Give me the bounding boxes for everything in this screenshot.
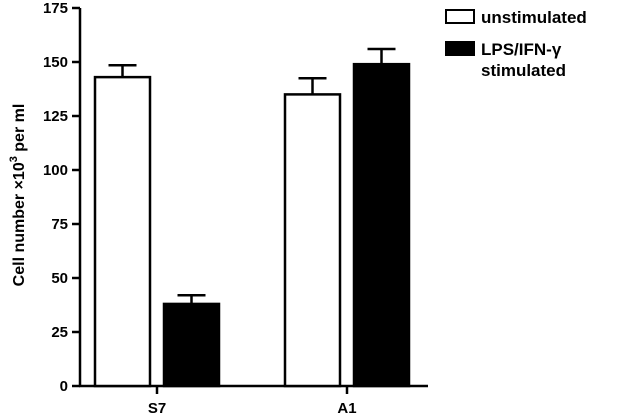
y-tick-label: 150 — [43, 54, 68, 71]
y-tick-label: 75 — [51, 216, 68, 233]
bar — [93, 75, 152, 388]
legend-swatch — [445, 41, 475, 56]
bar — [283, 93, 342, 388]
y-axis-title: Cell number ×103 per ml — [8, 104, 28, 287]
y-tick-label: 125 — [43, 108, 68, 125]
x-axis: S7 A1 — [79, 384, 428, 417]
legend: unstimulated LPS/IFN-γ stimulated — [445, 8, 587, 80]
legend-label: LPS/IFN-γ — [481, 40, 562, 59]
y-tick-label: 25 — [51, 324, 68, 341]
bars — [93, 47, 411, 388]
y-axis: 0 25 50 75 100 125 150 175 — [43, 0, 82, 395]
x-tick-label: S7 — [148, 400, 166, 417]
y-tick-label: 0 — [60, 378, 68, 395]
legend-swatch — [445, 9, 475, 24]
bar — [162, 302, 221, 388]
y-tick-label: 175 — [43, 0, 68, 17]
legend-label: unstimulated — [481, 8, 587, 27]
y-tick-label: 100 — [43, 162, 68, 179]
bar — [352, 62, 411, 388]
x-tick-label: A1 — [337, 400, 356, 417]
y-tick-label: 50 — [51, 270, 68, 287]
legend-label: stimulated — [481, 61, 566, 80]
